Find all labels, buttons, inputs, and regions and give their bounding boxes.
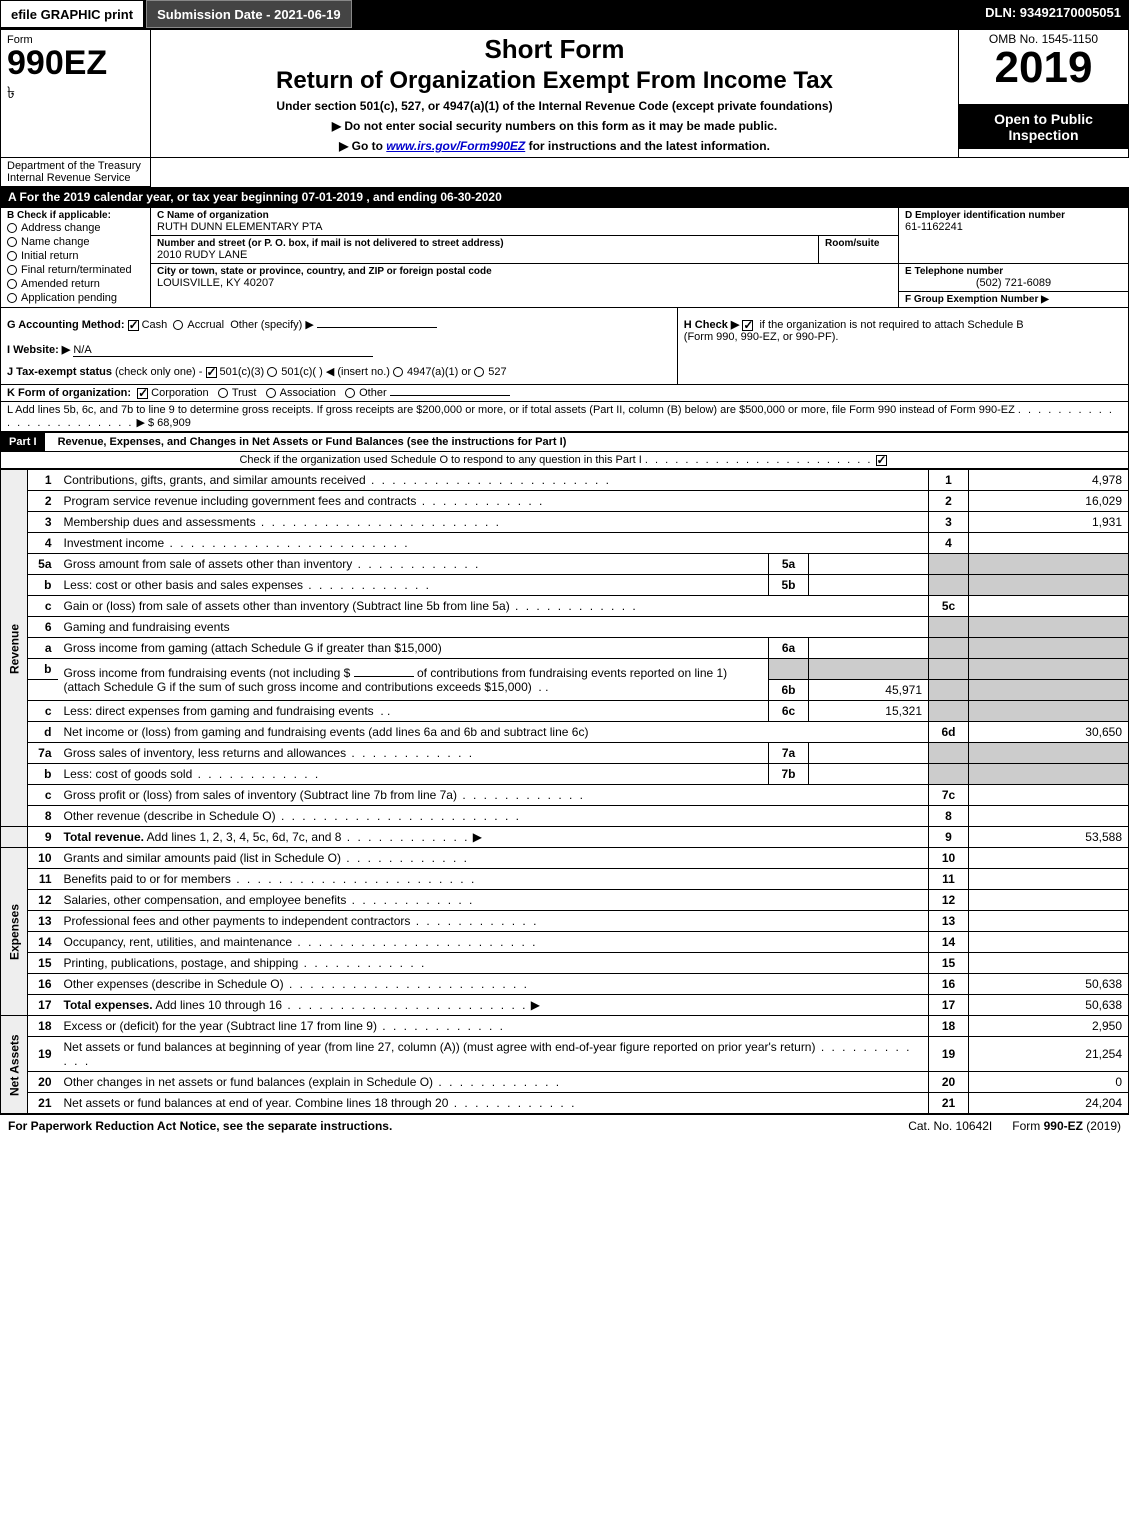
room-suite-label: Room/suite (825, 238, 892, 249)
financial-table: Revenue 1 Contributions, gifts, grants, … (0, 469, 1129, 1114)
net-assets-section-label: Net Assets (1, 1016, 28, 1114)
line-1-value: 4,978 (969, 470, 1129, 491)
part1-check-line: Check if the organization used Schedule … (239, 454, 641, 466)
expenses-section-label: Expenses (1, 848, 28, 1016)
irs-link[interactable]: www.irs.gov/Form990EZ (386, 139, 525, 153)
line-20-value: 0 (969, 1072, 1129, 1093)
tax-year-period-line: A For the 2019 calendar year, or tax yea… (0, 187, 1129, 207)
section-h-label: H Check ▶ (684, 319, 740, 331)
section-i-label: I Website: ▶ (7, 344, 70, 356)
schedule-o-checkbox[interactable] (876, 455, 887, 466)
section-e-label: E Telephone number (905, 266, 1122, 277)
line-2-value: 16,029 (969, 491, 1129, 512)
phone-value: (502) 721-6089 (905, 277, 1122, 289)
dept-treasury-label: Department of the Treasury (7, 160, 144, 172)
accrual-checkbox[interactable] (173, 320, 183, 330)
line-6a-value (809, 638, 929, 659)
efile-print-button[interactable]: efile GRAPHIC print (0, 0, 144, 28)
section-h-text: if the organization is not required to a… (759, 319, 1023, 331)
form-header-table: Form 990EZ ৳ Short Form Return of Organi… (0, 28, 1129, 187)
entity-info-table: B Check if applicable: Address change Na… (0, 207, 1129, 308)
paperwork-notice: For Paperwork Reduction Act Notice, see … (8, 1119, 888, 1133)
check-initial-return[interactable]: Initial return (7, 249, 144, 263)
line-16-value: 50,638 (969, 974, 1129, 995)
submission-date-button[interactable]: Submission Date - 2021-06-19 (146, 0, 352, 28)
line-3-value: 1,931 (969, 512, 1129, 533)
section-d-label: D Employer identification number (905, 210, 1122, 221)
trust-checkbox[interactable] (218, 388, 228, 398)
section-k-table: K Form of organization: Corporation Trus… (0, 385, 1129, 432)
cat-no: Cat. No. 10642I (888, 1119, 1012, 1133)
other-org-checkbox[interactable] (345, 388, 355, 398)
501c3-checkbox[interactable] (206, 367, 217, 378)
street-value: 2010 RUDY LANE (157, 249, 812, 261)
form-number: 990EZ (7, 46, 144, 80)
part1-title: Revenue, Expenses, and Changes in Net As… (48, 436, 567, 448)
part1-label: Part I (1, 433, 45, 451)
cash-checkbox[interactable] (128, 320, 139, 331)
line-6c-value: 15,321 (809, 701, 929, 722)
topbar-spacer (354, 0, 978, 28)
section-h-sub: (Form 990, 990-EZ, or 990-PF). (684, 331, 839, 343)
check-address-change[interactable]: Address change (7, 221, 144, 235)
line-1-box: 1 (929, 470, 969, 491)
tax-year: 2019 (961, 46, 1126, 90)
street-label: Number and street (or P. O. box, if mail… (157, 238, 812, 249)
city-value: LOUISVILLE, KY 40207 (157, 277, 892, 289)
4947-checkbox[interactable] (393, 367, 403, 377)
section-c-label: C Name of organization (157, 210, 892, 221)
website-value: N/A (73, 344, 373, 357)
assoc-checkbox[interactable] (266, 388, 276, 398)
city-label: City or town, state or province, country… (157, 266, 892, 277)
do-not-enter-text: ▶ Do not enter social security numbers o… (161, 119, 948, 133)
line-5b-value (809, 575, 929, 596)
revenue-section-label: Revenue (1, 470, 28, 827)
line-1-no: 1 (28, 470, 58, 491)
goto-link-line: ▶ Go to www.irs.gov/Form990EZ for instru… (161, 139, 948, 153)
check-application-pending[interactable]: Application pending (7, 291, 144, 305)
return-title: Return of Organization Exempt From Incom… (161, 67, 948, 95)
schedule-b-checkbox[interactable] (742, 320, 753, 331)
line-6d-value: 30,650 (969, 722, 1129, 743)
check-name-change[interactable]: Name change (7, 235, 144, 249)
section-l-value: $ 68,909 (148, 417, 191, 429)
dln-label: DLN: 93492170005051 (977, 0, 1129, 28)
short-form-title: Short Form (161, 34, 948, 65)
section-b-label: B Check if applicable: (7, 210, 144, 221)
open-to-public-label: Open to Public Inspection (959, 105, 1128, 149)
sections-g-h-table: G Accounting Method: Cash Accrual Other … (0, 308, 1129, 385)
part1-header-table: Part I Revenue, Expenses, and Changes in… (0, 432, 1129, 469)
form-footer-label: Form 990-EZ (2019) (1012, 1119, 1121, 1133)
501c-checkbox[interactable] (267, 367, 277, 377)
line-19-value: 21,254 (969, 1037, 1129, 1072)
check-final-return[interactable]: Final return/terminated (7, 263, 144, 277)
section-k-label: K Form of organization: (7, 387, 131, 399)
line-5a-value (809, 554, 929, 575)
line-6b-value: 45,971 (809, 680, 929, 701)
line-4-value (969, 533, 1129, 554)
check-amended-return[interactable]: Amended return (7, 277, 144, 291)
section-f-label: F Group Exemption Number ▶ (905, 294, 1122, 305)
527-checkbox[interactable] (474, 367, 484, 377)
under-section-text: Under section 501(c), 527, or 4947(a)(1)… (161, 99, 948, 113)
section-g-label: G Accounting Method: (7, 319, 125, 331)
line-5c-value (969, 596, 1129, 617)
irs-label: Internal Revenue Service (7, 172, 144, 184)
page-footer: For Paperwork Reduction Act Notice, see … (0, 1114, 1129, 1137)
corp-checkbox[interactable] (137, 388, 148, 399)
line-9-value: 53,588 (969, 827, 1129, 848)
top-bar: efile GRAPHIC print Submission Date - 20… (0, 0, 1129, 28)
line-18-value: 2,950 (969, 1016, 1129, 1037)
line-17-value: 50,638 (969, 995, 1129, 1016)
line-21-value: 24,204 (969, 1093, 1129, 1114)
section-j-label: J Tax-exempt status (7, 366, 112, 378)
ein-value: 61-1162241 (905, 221, 1122, 233)
org-name: RUTH DUNN ELEMENTARY PTA (157, 221, 892, 233)
section-l-text: L Add lines 5b, 6c, and 7b to line 9 to … (7, 404, 1015, 416)
